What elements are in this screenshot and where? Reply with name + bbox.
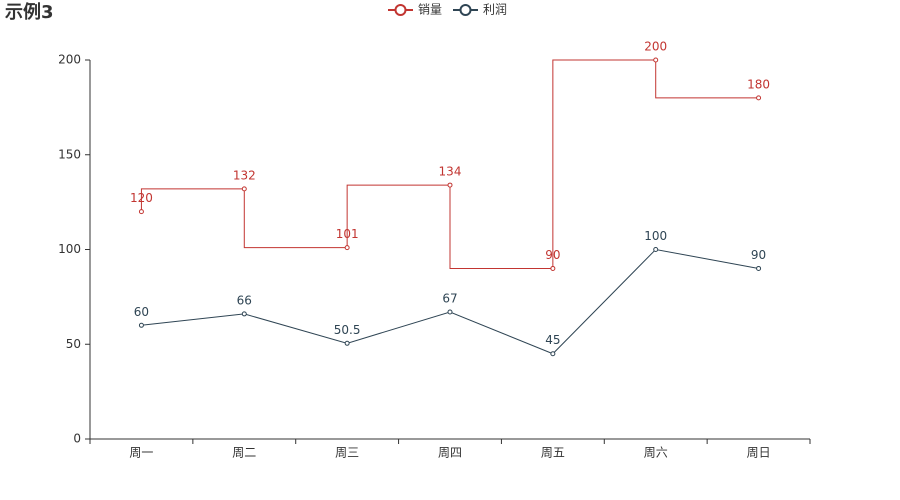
- point: [138, 209, 144, 215]
- legend: 销量 利润: [388, 3, 507, 17]
- point: [344, 340, 350, 346]
- data-label: 101: [336, 227, 359, 241]
- data-label: 134: [439, 165, 462, 179]
- data-label: 90: [751, 248, 766, 262]
- data-label: 132: [233, 168, 256, 182]
- point: [344, 245, 350, 251]
- point: [241, 311, 247, 317]
- x-tick-label: 周五: [541, 446, 565, 460]
- x-tick-label: 周六: [644, 446, 668, 460]
- point: [550, 351, 556, 357]
- data-label: 120: [130, 191, 153, 205]
- data-label: 66: [237, 293, 252, 307]
- data-label: 90: [545, 248, 560, 262]
- point: [138, 322, 144, 328]
- chart-title: 示例3: [5, 1, 54, 23]
- point: [756, 95, 762, 101]
- x-tick-label: 周二: [232, 446, 256, 460]
- data-label: 200: [644, 40, 667, 54]
- legend-marker: [459, 4, 472, 16]
- legend-item: 销量: [388, 3, 442, 17]
- point: [653, 247, 659, 252]
- y-tick-label: 150: [58, 147, 81, 161]
- legend-item: 利润: [453, 3, 507, 17]
- data-label: 45: [545, 333, 560, 347]
- data-label: 60: [134, 305, 149, 319]
- data-label: 180: [747, 77, 770, 91]
- legend-marker: [394, 4, 407, 16]
- point: [550, 265, 556, 271]
- legend-label: 利润: [483, 3, 507, 17]
- data-label: 100: [644, 229, 667, 243]
- y-tick-label: 100: [58, 242, 81, 256]
- point: [756, 265, 762, 271]
- y-tick-label: 0: [73, 432, 81, 446]
- point: [653, 57, 659, 63]
- legend-label: 销量: [418, 3, 442, 17]
- data-label: 67: [442, 292, 457, 306]
- x-tick-label: 周日: [747, 446, 771, 460]
- x-tick-label: 周四: [438, 446, 462, 460]
- point: [447, 182, 453, 188]
- point: [447, 309, 453, 315]
- x-tick-label: 周三: [335, 446, 359, 460]
- y-tick-label: 50: [66, 337, 81, 351]
- point: [241, 186, 247, 192]
- x-tick-label: 周一: [129, 446, 153, 460]
- y-tick-label: 200: [58, 53, 81, 67]
- data-label: 50.5: [334, 323, 361, 337]
